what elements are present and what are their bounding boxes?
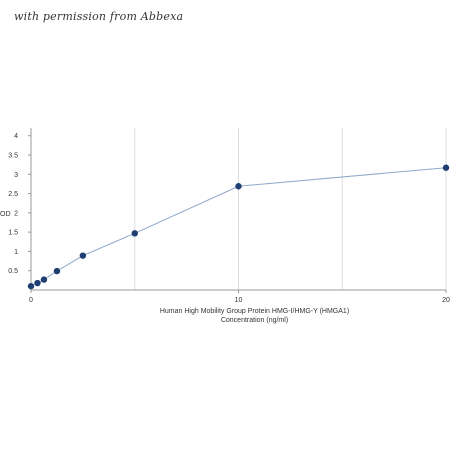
y-tick-label: 2 — [14, 210, 18, 217]
data-point — [131, 230, 138, 237]
y-tick-label: 1.5 — [8, 230, 18, 237]
series-layer — [27, 164, 450, 290]
x-axis-title-line1: Human High Mobility Group Protein HMG-I/… — [160, 308, 349, 315]
data-point — [442, 164, 450, 171]
data-point — [40, 276, 48, 283]
grid-layer — [134, 128, 447, 290]
y-tick-label: 0.5 — [8, 268, 18, 275]
x-tick-label: 0 — [29, 297, 33, 304]
y-tick-label: 3 — [14, 172, 18, 179]
y-tick-label: 3.5 — [8, 153, 18, 160]
x-axis-title-line2: Concentration (ng/ml) — [221, 317, 288, 324]
y-tick-label: 1 — [14, 249, 18, 256]
data-point — [79, 252, 87, 259]
x-tick-label: 10 — [235, 297, 243, 304]
data-point — [53, 267, 61, 275]
y-axis-title: OD — [0, 211, 11, 218]
x-tick-label: 20 — [442, 297, 450, 304]
tick-layer: 0.5 1 1.5 2 2.5 3 3.5 4 0 10 20 — [8, 133, 450, 304]
y-tick-label: 2.5 — [8, 191, 18, 198]
y-tick-label: 4 — [14, 133, 18, 140]
data-point — [27, 282, 35, 290]
data-point — [235, 183, 242, 190]
data-point — [34, 279, 41, 287]
watermark-text: with permission from Abbexa — [14, 10, 184, 23]
